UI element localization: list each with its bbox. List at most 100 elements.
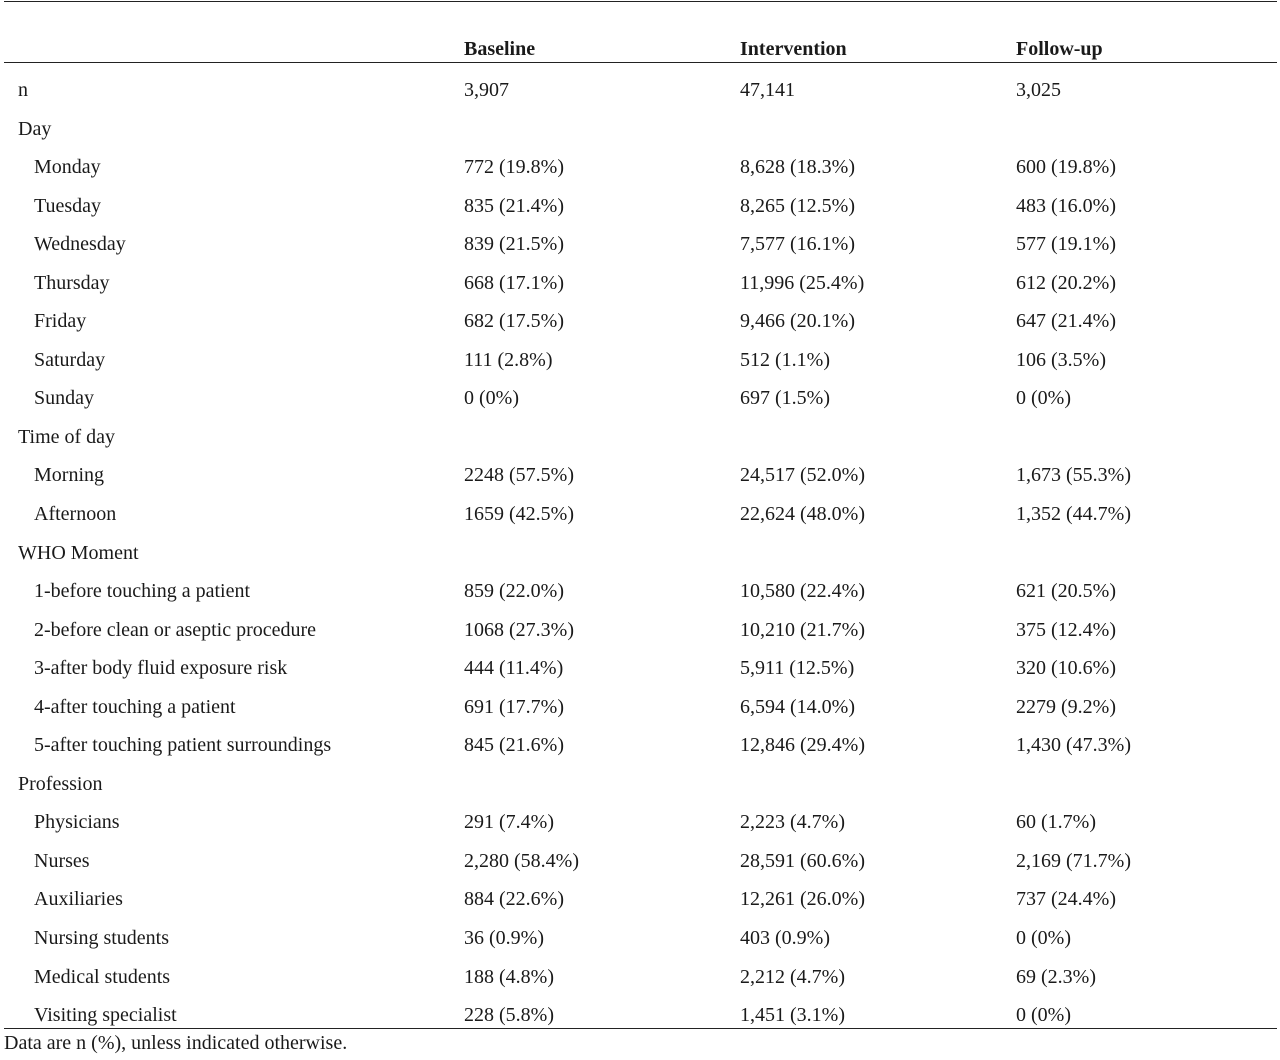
row-label: Medical students — [34, 965, 171, 988]
cell-follow-up: 69 (2.3%) — [1016, 965, 1096, 988]
table-row: Time of day — [0, 418, 1280, 457]
cell-baseline: 2248 (57.5%) — [464, 464, 574, 487]
cell-baseline: 845 (21.6%) — [464, 734, 564, 757]
table-row: Saturday 111 (2.8%) 512 (1.1%) 106 (3.5%) — [0, 341, 1280, 380]
row-label: Friday — [34, 310, 87, 333]
cell-baseline: 682 (17.5%) — [464, 310, 564, 333]
cell-intervention: 8,265 (12.5%) — [740, 194, 855, 217]
cell-intervention: 24,517 (52.0%) — [740, 464, 865, 487]
table-row: Afternoon 1659 (42.5%) 22,624 (48.0%) 1,352… — [0, 495, 1280, 534]
table-row: Medical students 188 (4.8%) 2,212 (4.7%) 69… — [0, 958, 1280, 997]
column-header-follow-up: Follow-up — [1016, 38, 1103, 60]
cell-follow-up: 612 (20.2%) — [1016, 271, 1116, 294]
table-row: Nurses 2,280 (58.4%) 28,591 (60.6%) 2,169 (… — [0, 842, 1280, 881]
table-footnote: Data are n (%), unless indicated otherwi… — [4, 1032, 348, 1054]
table-row: Visiting specialist 228 (5.8%) 1,451 (3.1%… — [0, 996, 1280, 1035]
row-label: 1-before touching a patient — [34, 580, 251, 603]
table-bottom-rule — [4, 1028, 1277, 1029]
cell-intervention: 6,594 (14.0%) — [740, 695, 855, 718]
table-row: 2-before clean or aseptic procedure 1068 … — [0, 611, 1280, 650]
cell-intervention: 2,223 (4.7%) — [740, 811, 845, 834]
table-row: Nursing students 36 (0.9%) 403 (0.9%) 0 (0%… — [0, 919, 1280, 958]
cell-intervention: 5,911 (12.5%) — [740, 657, 855, 680]
cell-baseline: 859 (22.0%) — [464, 580, 564, 603]
table-body: n 3,907 47,141 3,025 Day Monday 772 (19.8%) 8,6… — [0, 71, 1280, 1035]
row-label: Physicians — [34, 811, 120, 834]
cell-follow-up: 600 (19.8%) — [1016, 156, 1116, 179]
row-label: Visiting specialist — [34, 1004, 177, 1027]
row-label: Profession — [18, 772, 103, 795]
cell-intervention: 2,212 (4.7%) — [740, 965, 845, 988]
table-row: 3-after body fluid exposure risk 444 (11.… — [0, 649, 1280, 688]
table-row: Friday 682 (17.5%) 9,466 (20.1%) 647 (21.4%… — [0, 302, 1280, 341]
cell-follow-up: 0 (0%) — [1016, 927, 1071, 950]
row-label: Thursday — [34, 271, 110, 294]
cell-intervention: 9,466 (20.1%) — [740, 310, 855, 333]
cell-intervention: 22,624 (48.0%) — [740, 503, 865, 526]
column-header-intervention: Intervention — [740, 38, 847, 60]
cell-baseline: 772 (19.8%) — [464, 156, 564, 179]
cell-intervention: 10,580 (22.4%) — [740, 580, 865, 603]
cell-baseline: 291 (7.4%) — [464, 811, 554, 834]
table-row: Morning 2248 (57.5%) 24,517 (52.0%) 1,673 (… — [0, 456, 1280, 495]
row-label: Afternoon — [34, 503, 117, 526]
row-label: 5-after touching patient surroundings — [34, 734, 332, 757]
row-label: Auxiliaries — [34, 888, 123, 911]
cell-follow-up: 737 (24.4%) — [1016, 888, 1116, 911]
cell-intervention: 47,141 — [740, 79, 795, 101]
cell-follow-up: 577 (19.1%) — [1016, 233, 1116, 256]
table-row: WHO Moment — [0, 534, 1280, 573]
cell-follow-up: 106 (3.5%) — [1016, 348, 1106, 371]
cell-follow-up: 2,169 (71.7%) — [1016, 849, 1131, 872]
cell-follow-up: 60 (1.7%) — [1016, 811, 1096, 834]
cell-intervention: 12,846 (29.4%) — [740, 734, 865, 757]
row-label: 4-after touching a patient — [34, 695, 236, 718]
cell-baseline: 1659 (42.5%) — [464, 503, 574, 526]
table-row: Tuesday 835 (21.4%) 8,265 (12.5%) 483 (16.0… — [0, 187, 1280, 226]
row-label: WHO Moment — [18, 541, 139, 564]
cell-intervention: 28,591 (60.6%) — [740, 849, 865, 872]
cell-follow-up: 2279 (9.2%) — [1016, 695, 1116, 718]
cell-follow-up: 0 (0%) — [1016, 387, 1071, 410]
row-label: Tuesday — [34, 194, 102, 217]
table-row: 1-before touching a patient 859 (22.0%) 10… — [0, 572, 1280, 611]
cell-intervention: 512 (1.1%) — [740, 348, 830, 371]
table-row: Physicians 291 (7.4%) 2,223 (4.7%) 60 (1.7%… — [0, 803, 1280, 842]
cell-baseline: 3,907 — [464, 79, 509, 101]
row-label: Morning — [34, 464, 104, 487]
row-label: Sunday — [34, 387, 94, 410]
cell-intervention: 8,628 (18.3%) — [740, 156, 855, 179]
cell-follow-up: 1,352 (44.7%) — [1016, 503, 1131, 526]
column-header-baseline: Baseline — [464, 38, 536, 60]
table-top-rule — [4, 1, 1277, 2]
row-label: Monday — [34, 156, 101, 179]
table-row: Wednesday 839 (21.5%) 7,577 (16.1%) 577 (19… — [0, 225, 1280, 264]
cell-baseline: 668 (17.1%) — [464, 271, 564, 294]
table-row: n 3,907 47,141 3,025 — [0, 71, 1280, 110]
cell-baseline: 835 (21.4%) — [464, 194, 564, 217]
row-label: 2-before clean or aseptic procedure — [34, 618, 317, 641]
table-header-rule — [4, 62, 1277, 63]
cell-follow-up: 647 (21.4%) — [1016, 310, 1116, 333]
cell-baseline: 2,280 (58.4%) — [464, 849, 579, 872]
cell-follow-up: 320 (10.6%) — [1016, 657, 1116, 680]
cell-baseline: 111 (2.8%) — [464, 348, 553, 371]
cell-baseline: 0 (0%) — [464, 387, 519, 410]
table-row: Sunday 0 (0%) 697 (1.5%) 0 (0%) — [0, 379, 1280, 418]
cell-follow-up: 1,673 (55.3%) — [1016, 464, 1131, 487]
cell-follow-up: 375 (12.4%) — [1016, 618, 1116, 641]
cell-baseline: 228 (5.8%) — [464, 1004, 554, 1027]
cell-baseline: 188 (4.8%) — [464, 965, 554, 988]
cell-follow-up: 3,025 — [1016, 79, 1061, 101]
cell-baseline: 839 (21.5%) — [464, 233, 564, 256]
table-row: 4-after touching a patient 691 (17.7%) 6,5… — [0, 688, 1280, 727]
cell-intervention: 7,577 (16.1%) — [740, 233, 855, 256]
table-row: Profession — [0, 765, 1280, 804]
table-header: Baseline Intervention Follow-up — [0, 36, 1280, 62]
table-row: Monday 772 (19.8%) 8,628 (18.3%) 600 (19.8%… — [0, 148, 1280, 187]
cell-baseline: 36 (0.9%) — [464, 927, 544, 950]
cell-baseline: 691 (17.7%) — [464, 695, 564, 718]
cell-follow-up: 483 (16.0%) — [1016, 194, 1116, 217]
row-label: Time of day — [18, 425, 116, 448]
row-label: Day — [18, 117, 52, 140]
